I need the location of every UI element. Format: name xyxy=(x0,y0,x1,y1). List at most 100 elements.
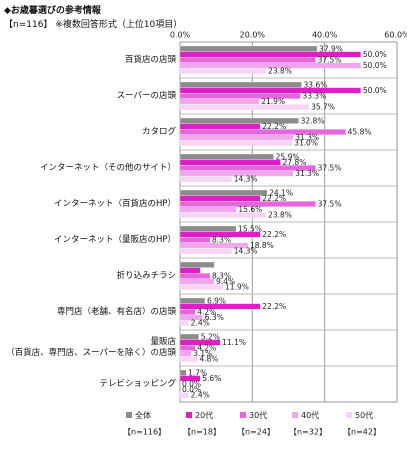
legend-swatch xyxy=(346,412,352,418)
value-label: 5.6% xyxy=(202,374,221,383)
value-label: 50.0% xyxy=(363,61,387,70)
category-label: テレビショッピング xyxy=(99,378,176,389)
category-label: 量販店 （百貨店、専門店、スーパーを除く）の店頭 xyxy=(6,337,176,358)
value-label: 25.9% xyxy=(276,152,300,161)
bar xyxy=(179,201,316,207)
value-label: 2.4% xyxy=(191,319,210,328)
bar xyxy=(179,57,316,63)
value-label: 33.6% xyxy=(304,80,328,89)
bar xyxy=(179,98,260,105)
category-label: 折り込みチラシ xyxy=(116,270,176,281)
bar xyxy=(179,104,310,111)
legend-label: 40代 xyxy=(301,410,319,420)
legend-label: 30代 xyxy=(249,410,267,420)
value-label: 37.5% xyxy=(318,56,342,65)
value-label: 22.2% xyxy=(262,194,286,203)
bar xyxy=(179,212,267,219)
legend-n: 【n=116】 xyxy=(123,428,166,437)
bar xyxy=(179,68,267,75)
bar xyxy=(179,45,318,52)
x-tick-label: 40.0% xyxy=(312,31,338,40)
value-label: 5.2% xyxy=(201,332,220,341)
x-tick-label: 0.0% xyxy=(170,31,191,40)
bar xyxy=(179,303,261,310)
bar xyxy=(179,140,293,147)
bar xyxy=(179,123,261,130)
value-label: 8.3% xyxy=(212,236,231,245)
legend-swatch xyxy=(126,412,132,418)
x-tick-label: 20.0% xyxy=(240,31,266,40)
value-label: 6.9% xyxy=(207,296,226,305)
bar xyxy=(179,225,237,232)
value-label: 32.8% xyxy=(301,116,325,125)
value-label: 14.3% xyxy=(234,247,258,256)
bar xyxy=(179,261,215,268)
value-label: 0.0% xyxy=(182,380,201,389)
bar xyxy=(179,170,294,177)
bar xyxy=(179,237,211,243)
bar xyxy=(179,195,261,202)
value-label: 11.1% xyxy=(222,338,246,347)
legend-label: 全体 xyxy=(135,410,151,420)
value-label: 2.4% xyxy=(191,391,210,400)
value-label: 22.2% xyxy=(262,122,286,131)
bar xyxy=(179,62,361,69)
x-tick-label: 60.0% xyxy=(384,31,407,40)
bar xyxy=(179,129,346,135)
value-label: 4.8% xyxy=(199,355,218,364)
bar xyxy=(179,231,261,238)
bar xyxy=(179,356,198,363)
bar xyxy=(179,284,224,291)
value-label: 27.8% xyxy=(283,158,307,167)
bar xyxy=(179,369,187,376)
legend-n: 【n=24】 xyxy=(237,428,275,437)
category-label: 百貨店の店頭 xyxy=(124,54,176,65)
category-label: インターネット（その他のサイト） xyxy=(39,162,176,173)
bar xyxy=(179,273,211,279)
bar xyxy=(179,189,268,196)
legend-swatch xyxy=(292,412,298,418)
bar xyxy=(179,392,189,399)
value-label: 31.3% xyxy=(295,133,319,142)
bar xyxy=(179,309,196,315)
bar xyxy=(179,134,294,141)
bar xyxy=(179,153,274,160)
bar xyxy=(179,333,199,340)
bar xyxy=(179,350,192,357)
value-label: 23.8% xyxy=(268,67,292,76)
category-label: カタログ xyxy=(141,126,176,137)
bar xyxy=(179,320,189,327)
legend-label: 20代 xyxy=(195,410,213,420)
value-label: 4.2% xyxy=(197,308,216,317)
value-label: 37.9% xyxy=(319,44,343,53)
bar xyxy=(179,81,302,88)
category-label: スーパーの店頭 xyxy=(116,90,176,101)
bar xyxy=(179,375,201,382)
value-label: 33.3% xyxy=(302,92,326,101)
value-label: 3.1% xyxy=(193,349,212,358)
value-label: 11.9% xyxy=(225,283,249,292)
category-label: 専門店（老舗、有名店）の店頭 xyxy=(56,306,176,317)
bar xyxy=(179,176,232,183)
value-label: 0.0% xyxy=(182,385,201,394)
bar xyxy=(179,267,201,274)
value-label: 14.3% xyxy=(234,175,258,184)
value-label: 35.7% xyxy=(311,103,335,112)
value-label: 31.0% xyxy=(294,139,318,148)
bar xyxy=(179,159,281,166)
bar xyxy=(179,314,203,321)
value-label: 1.7% xyxy=(188,368,207,377)
value-label: 15.6% xyxy=(238,205,262,214)
legend-swatch xyxy=(186,412,192,418)
value-label: 50.0% xyxy=(363,86,387,95)
value-label: 31.3% xyxy=(295,169,319,178)
legend-item: 40代【n=32】 xyxy=(289,410,327,437)
value-label: 6.3% xyxy=(205,313,224,322)
bar xyxy=(179,87,361,94)
chart-subtitle: 【n=116】 ※複数回答形式（上位10項目） xyxy=(4,20,183,30)
legend-item: 30代【n=24】 xyxy=(237,410,275,437)
value-label: 50.0% xyxy=(363,50,387,59)
bar xyxy=(179,206,237,213)
value-label: 15.5% xyxy=(238,224,262,233)
